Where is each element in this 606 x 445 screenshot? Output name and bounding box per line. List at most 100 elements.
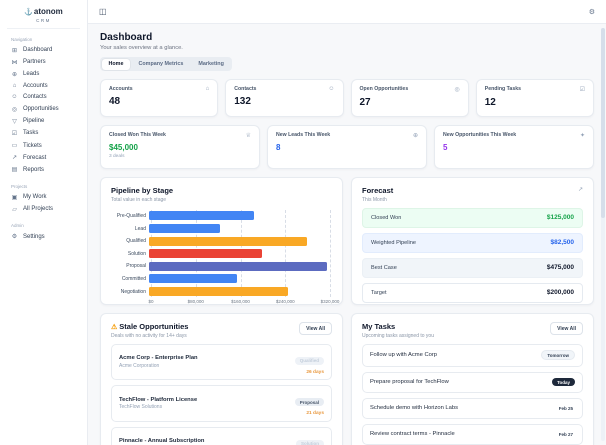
task-row[interactable]: Follow up with Acme Corp Tomorrow: [362, 343, 583, 367]
sidebar-item-label: Pipeline: [23, 118, 45, 125]
stat-card-closed-won-week[interactable]: Closed Won This Week ♕ $45,000 3 deals: [100, 125, 260, 170]
sidebar-item-dashboard[interactable]: ⊞ Dashboard: [0, 44, 87, 56]
due-badge: Feb 25: [558, 405, 573, 411]
nav-section-navigation: Navigation: [11, 37, 33, 42]
sidebar: ⚓atonom CRM Navigation ⊞ Dashboard ⋈ Par…: [0, 0, 88, 445]
tasks-view-all-button[interactable]: View All: [550, 322, 583, 336]
task-row[interactable]: Schedule demo with Horizon Labs Feb 25: [362, 397, 583, 419]
sidebar-item-reports[interactable]: ▤ Reports: [0, 164, 87, 176]
chart-category-label: Qualified: [126, 238, 146, 245]
sidebar-item-tasks[interactable]: ☑ Tasks: [0, 127, 87, 139]
theme-toggle-icon[interactable]: ⚙: [588, 8, 595, 16]
stat-card-open-opportunities[interactable]: Open Opportunities ◎ 27: [350, 79, 469, 118]
sidebar-item-leads[interactable]: ⊕ Leads: [0, 68, 87, 80]
forecast-row-best-case: Best Case $475,000: [362, 257, 583, 278]
charts-row: Pipeline by Stage Total value in each st…: [100, 177, 594, 306]
chart-category-label: Proposal: [126, 263, 146, 270]
sidebar-item-label: Partners: [23, 59, 46, 66]
tickets-icon: ▭: [11, 143, 18, 150]
stat-card-contacts[interactable]: Contacts ☺ 132: [225, 79, 344, 118]
stat-value: 12: [484, 97, 496, 109]
scrollbar[interactable]: [601, 28, 605, 441]
stale-subtitle: Deals with no activity for 14+ days: [111, 332, 187, 339]
logo[interactable]: ⚓atonom: [0, 7, 87, 16]
sidebar-item-label: Settings: [23, 233, 45, 240]
forecast-row-closed-won: Closed Won $125,000: [362, 207, 583, 228]
sidebar-item-accounts[interactable]: ⌂ Accounts: [0, 81, 87, 92]
forecast-row-value: $82,500: [550, 239, 575, 247]
tab-home[interactable]: Home: [101, 58, 131, 70]
sidebar-item-opportunities[interactable]: ◎ Opportunities: [0, 103, 87, 115]
x-axis-tick: $160,000: [231, 298, 250, 304]
pipeline-panel-subtitle: Total value in each stage: [111, 196, 167, 203]
stat-card-new-leads-week[interactable]: New Leads This Week ⊕ 8: [267, 125, 427, 170]
nav-section-admin: Admin: [11, 223, 24, 229]
chart-category-label: Committed: [121, 275, 146, 282]
sidebar-item-pipeline[interactable]: ▽ Pipeline: [0, 115, 87, 127]
sidebar-item-my-work[interactable]: ▣ My Work: [0, 191, 87, 203]
sidebar-item-forecast[interactable]: ↗ Forecast: [0, 152, 87, 164]
chart-bar-track: [149, 211, 330, 221]
days-stale: 21 days: [306, 411, 324, 417]
chart-bar: [149, 211, 254, 221]
chart-bar: [149, 287, 288, 297]
forecast-row-target: Target $200,000: [362, 282, 583, 303]
tab-company-metrics[interactable]: Company Metrics: [138, 61, 184, 68]
chart-bar: [149, 249, 263, 259]
opportunity-company: TechFlow Solutions: [119, 404, 163, 411]
task-row[interactable]: Review contract terms - Pinnacle Feb 27: [362, 423, 583, 445]
sidebar-item-contacts[interactable]: ☺ Contacts: [0, 92, 87, 103]
forecast-title: Forecast: [362, 186, 394, 196]
opportunities-icon: ◎: [11, 106, 18, 113]
chart-category-label: Pre-Qualified: [116, 212, 146, 219]
tab-marketing[interactable]: Marketing: [198, 61, 224, 68]
tasks-icon: ☑: [11, 130, 18, 137]
sidebar-toggle-icon[interactable]: ◫: [99, 7, 107, 16]
task-label: Follow up with Acme Corp: [370, 352, 438, 359]
stale-opportunity-row[interactable]: Acme Corp - Enterprise Plan Acme Corpora…: [111, 343, 332, 381]
stat-card-pending-tasks[interactable]: Pending Tasks ☑ 12: [475, 79, 594, 118]
sidebar-item-label: Opportunities: [23, 106, 59, 113]
pipeline-chart-rows: Pre-Qualified Lead Qualified Solution Propos…: [111, 210, 332, 298]
tasks-title: My Tasks: [362, 322, 396, 332]
forecast-row-label: Weighted Pipeline: [371, 239, 416, 246]
sidebar-item-all-projects[interactable]: ▱ All Projects: [0, 203, 87, 215]
logo-icon: ⚓: [24, 9, 33, 16]
sidebar-item-label: Reports: [23, 166, 45, 173]
stat-label: New Opportunities This Week: [443, 132, 517, 139]
stale-title: ⚠ Stale Opportunities: [111, 322, 189, 332]
task-row[interactable]: Prepare proposal for TechFlow Today: [362, 371, 583, 393]
forecast-row-value: $475,000: [546, 264, 574, 272]
task-label: Review contract terms - Pinnacle: [370, 431, 455, 438]
chart-bar-track: [149, 287, 330, 297]
my-work-icon: ▣: [11, 194, 18, 201]
stale-opportunity-row[interactable]: TechFlow - Platform License TechFlow Sol…: [111, 385, 332, 422]
forecast-panel: Forecast This Month ↗ Closed Won $125,00…: [351, 177, 594, 306]
sidebar-item-partners[interactable]: ⋈ Partners: [0, 56, 87, 68]
pipeline-icon: ▽: [12, 118, 17, 125]
dashboard-icon: ⊞: [11, 47, 18, 54]
leads-icon: ⊕: [11, 71, 18, 78]
stale-opportunities-panel: ⚠ Stale Opportunities Deals with no activ…: [100, 313, 343, 445]
settings-icon: ⚙: [11, 234, 18, 241]
dashboard-tabs: Home Company Metrics Marketing: [100, 57, 233, 72]
stale-view-all-button[interactable]: View All: [299, 322, 332, 336]
x-axis-tick: $80,000: [187, 298, 204, 304]
stat-card-accounts[interactable]: Accounts ⌂ 48: [100, 79, 219, 118]
stat-label: Closed Won This Week: [109, 132, 166, 139]
page-subtitle: Your sales overview at a glance.: [100, 45, 183, 51]
building-icon: ⌂: [205, 86, 210, 93]
stage-badge: Solution: [296, 439, 324, 445]
stat-value: 27: [359, 97, 371, 109]
chart-category-label: Negotiation: [120, 288, 146, 295]
task-label: Schedule demo with Horizon Labs: [370, 405, 458, 412]
sidebar-item-settings[interactable]: ⚙ Settings: [0, 230, 87, 242]
chart-bar-track: [149, 249, 330, 259]
reports-icon: ▤: [11, 167, 18, 174]
stat-card-new-opportunities-week[interactable]: New Opportunities This Week ✦ 5: [434, 125, 594, 170]
sidebar-item-tickets[interactable]: ▭ Tickets: [0, 140, 87, 152]
scrollbar-thumb[interactable]: [601, 28, 605, 218]
pipeline-chart: Pre-Qualified Lead Qualified Solution Propos…: [111, 209, 339, 306]
stale-opportunity-row[interactable]: Pinnacle - Annual Subscription Pinnacle …: [111, 426, 332, 445]
target-icon: ◎: [454, 87, 460, 94]
